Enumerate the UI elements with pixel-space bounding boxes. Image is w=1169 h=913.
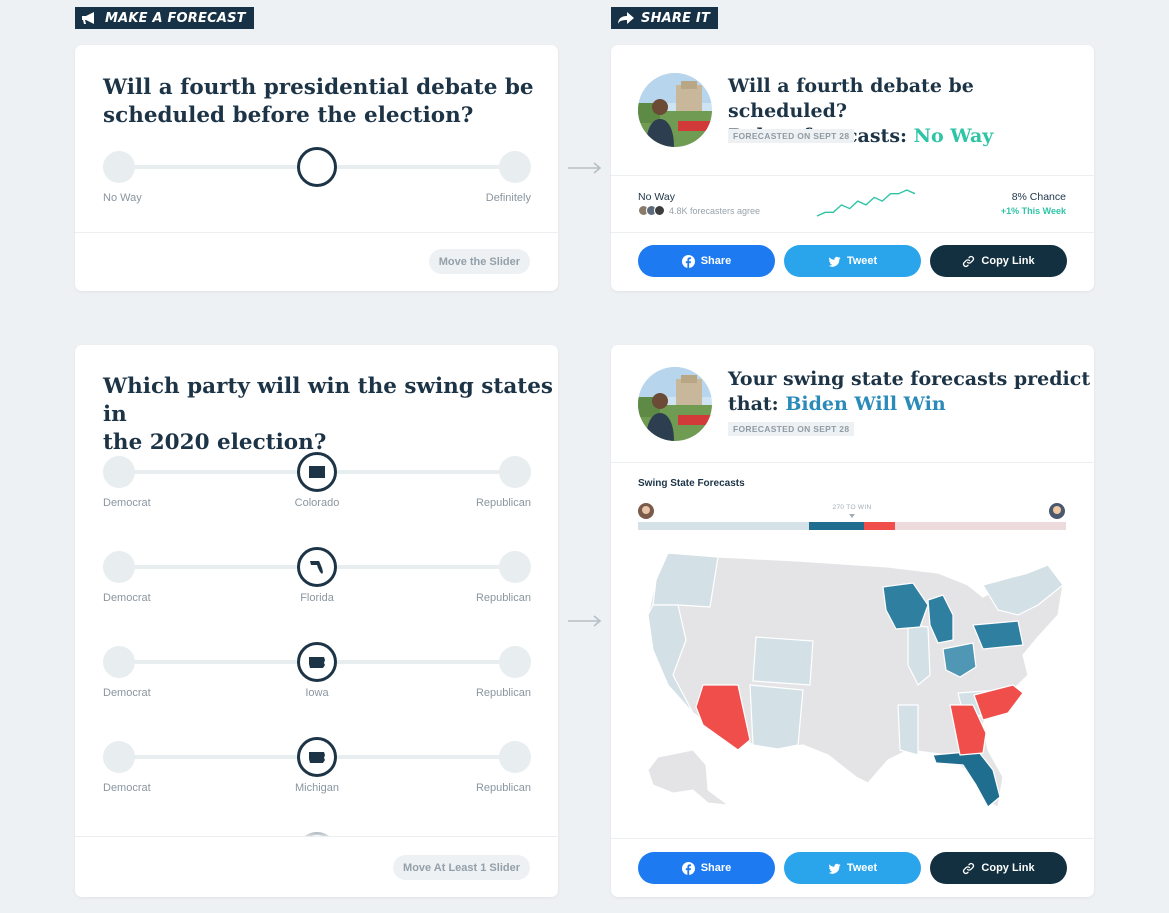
agree-row: 4.8K forecasters agree [638,205,760,216]
arrow-right-icon [568,162,602,174]
chance-value: 8% Chance [1011,191,1066,203]
rep-candidate-avatar [1049,503,1065,519]
slider-right-stop[interactable] [499,456,531,488]
florida-slider[interactable]: Democrat Florida Republican [103,547,531,607]
card-footer: Move the Slider [75,232,558,291]
stat-label: No Way [638,191,675,203]
slider-left-stop[interactable] [103,741,135,773]
slider-left-stop[interactable] [103,551,135,583]
divider [611,232,1094,233]
twitter-icon [828,256,841,267]
forecast-date-badge: FORECASTED ON SEPT 28 [728,422,855,436]
forecast-date-badge: FORECASTED ON SEPT 28 [728,129,855,143]
divider [611,462,1094,463]
us-swing-map [647,552,1064,808]
slider-right-label: Definitely [485,192,531,204]
florida-state-icon [310,561,323,574]
colorado-slider[interactable]: Democrat Colorado Republican [103,452,531,512]
electoral-bar [638,522,1066,530]
share-arrow-icon [618,12,634,24]
megaphone-icon [82,12,94,24]
divider [611,838,1094,839]
swing-question-title: Which party will win the swing states in… [103,374,553,455]
avatar [638,367,712,441]
share-swing-card: Your swing state forecasts predict that:… [611,345,1094,897]
slider-right-stop[interactable] [499,646,531,678]
tweet-button[interactable]: Tweet [784,245,921,277]
slider-left-stop[interactable] [103,456,135,488]
colorado-state-icon [309,466,325,478]
to-win-label: 270 TO WIN [832,504,872,511]
debate-question-title: Will a fourth presidential debate be sch… [103,75,534,128]
twitter-icon [828,863,841,874]
share-swing-title: Your swing state forecasts predict that:… [728,368,1091,415]
link-icon [963,255,975,267]
trend-line [816,189,916,217]
dem-candidate-avatar [638,503,654,519]
tweet-button[interactable]: Tweet [784,852,921,884]
iowa-handle[interactable] [297,642,337,682]
link-icon [963,862,975,874]
copy-link-button[interactable]: Copy Link [930,245,1067,277]
slider-left-stop[interactable] [103,151,135,183]
to-win-marker [849,514,855,518]
weekly-change: +1% This Week [1000,206,1066,216]
debate-question-card: Will a fourth presidential debate be sch… [75,45,558,291]
forecast-answer: Biden Will Win [785,393,946,415]
iowa-slider[interactable]: Democrat Iowa Republican [103,642,531,702]
move-slider-button[interactable]: Move the Slider [428,249,530,274]
iowa-state-icon [309,751,325,763]
avatar [638,73,712,147]
slider-right-stop[interactable] [499,741,531,773]
move-slider-button[interactable]: Move At Least 1 Slider [393,855,530,880]
facebook-icon [681,861,695,875]
forecast-answer: No Way [913,125,994,147]
slider-left-stop[interactable] [103,646,135,678]
slider-right-stop[interactable] [499,551,531,583]
divider [611,175,1094,176]
facebook-icon [681,254,695,268]
florida-handle[interactable] [297,547,337,587]
michigan-handle[interactable] [297,737,337,777]
agree-count: 4.8K forecasters agree [669,205,761,216]
swing-chart-title: Swing State Forecasts [638,478,745,489]
arrow-right-icon [568,615,602,627]
debate-slider[interactable]: No Way Definitely [103,147,531,207]
slider-handle[interactable] [297,147,337,187]
michigan-slider[interactable]: Democrat Michigan Republican [103,737,531,797]
iowa-state-icon [309,656,325,668]
slider-right-stop[interactable] [499,151,531,183]
forecaster-avatars [638,205,665,216]
make-forecast-tag: MAKE A FORECAST [75,7,254,29]
share-it-tag: SHARE IT [611,7,719,29]
slider-left-label: No Way [103,192,142,204]
facebook-share-button[interactable]: Share [638,852,775,884]
copy-link-button[interactable]: Copy Link [930,852,1067,884]
colorado-handle[interactable] [297,452,337,492]
swing-question-card: Which party will win the swing states in… [75,345,558,897]
facebook-share-button[interactable]: Share [638,245,775,277]
trend-sparkline [816,189,916,217]
card-footer: Move At Least 1 Slider [75,836,558,897]
share-debate-card: Will a fourth debate be scheduled? Rohan… [611,45,1094,291]
